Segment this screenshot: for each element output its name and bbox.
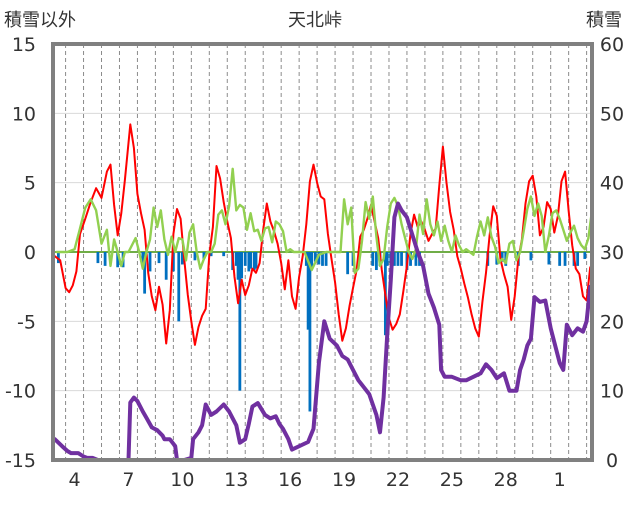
bar xyxy=(400,252,403,266)
right-tick-label: 60 xyxy=(600,34,624,56)
plot-series xyxy=(52,123,594,462)
bar xyxy=(141,252,145,264)
right-tick-label: 30 xyxy=(600,242,624,264)
bar xyxy=(392,252,396,266)
bar xyxy=(56,252,60,264)
series-line xyxy=(53,123,592,346)
bar xyxy=(313,252,317,262)
bar xyxy=(558,252,562,266)
left-tick-label: 10 xyxy=(12,103,36,125)
left-tick-label: 0 xyxy=(24,242,36,264)
right-tick-label: 10 xyxy=(600,381,624,403)
bar xyxy=(236,252,240,280)
left-axis-title: 積雪以外 xyxy=(4,10,76,31)
bar xyxy=(222,252,226,257)
x-tick-label: 4 xyxy=(69,469,81,491)
right-tick-label: 0 xyxy=(606,450,618,472)
bar xyxy=(103,252,107,266)
bar xyxy=(180,252,184,265)
x-tick-label: 28 xyxy=(494,469,518,491)
bar xyxy=(209,252,213,257)
bar xyxy=(254,252,258,269)
right-tick-label: 40 xyxy=(600,173,624,195)
x-tick-label: 19 xyxy=(332,469,356,491)
bar xyxy=(409,252,412,266)
bar xyxy=(500,252,504,262)
chart-title: 天北峠 xyxy=(288,10,342,31)
left-tick-label: -15 xyxy=(5,450,36,472)
bar xyxy=(371,252,375,266)
bar xyxy=(346,252,350,275)
bar xyxy=(529,252,533,261)
left-tick-label: -10 xyxy=(5,381,36,403)
x-tick-label: 7 xyxy=(122,469,134,491)
bar xyxy=(396,252,400,266)
bar xyxy=(202,252,206,259)
left-tick-label: -5 xyxy=(17,311,36,333)
bar xyxy=(252,252,256,271)
bar xyxy=(157,252,161,264)
bar xyxy=(321,252,324,266)
axis-tick-labels: -15 -10 -5 0 5 10 15 0 10 20 30 40 50 60 4 7 10 13 16 19 22 2… xyxy=(5,34,624,491)
bar xyxy=(164,252,168,280)
x-tick-label: 10 xyxy=(170,469,194,491)
bar xyxy=(238,252,242,391)
x-tick-label: 16 xyxy=(278,469,302,491)
bar xyxy=(249,252,253,269)
bar xyxy=(324,252,328,266)
bar xyxy=(563,252,567,266)
grid xyxy=(53,43,592,461)
bar xyxy=(375,252,378,271)
x-tick-label: 1 xyxy=(554,469,566,491)
bar xyxy=(116,252,120,268)
x-tick-label: 13 xyxy=(224,469,248,491)
bar xyxy=(310,252,314,268)
bar xyxy=(96,252,100,264)
bar xyxy=(240,252,244,279)
x-tick-label: 25 xyxy=(440,469,464,491)
bar xyxy=(547,252,551,265)
bar xyxy=(583,252,587,259)
bar xyxy=(243,252,247,266)
bar xyxy=(234,252,238,266)
bar xyxy=(317,252,321,265)
right-tick-label: 50 xyxy=(600,103,624,125)
bar xyxy=(308,252,312,412)
series-line xyxy=(52,201,593,462)
bar xyxy=(576,252,580,266)
bar xyxy=(306,252,310,330)
left-tick-label: 15 xyxy=(12,34,36,56)
right-tick-label: 20 xyxy=(600,311,624,333)
bar xyxy=(148,252,152,272)
bar xyxy=(177,252,181,322)
right-axis-title: 積雪 xyxy=(586,10,622,31)
x-tick-label: 22 xyxy=(386,469,410,491)
plot-frame xyxy=(51,42,594,462)
left-tick-label: 5 xyxy=(24,173,36,195)
series-line xyxy=(55,167,594,274)
bar xyxy=(414,252,418,266)
bar xyxy=(385,252,389,266)
bar xyxy=(247,252,251,272)
bar xyxy=(193,252,197,261)
bar xyxy=(143,252,147,294)
bar xyxy=(171,252,175,272)
